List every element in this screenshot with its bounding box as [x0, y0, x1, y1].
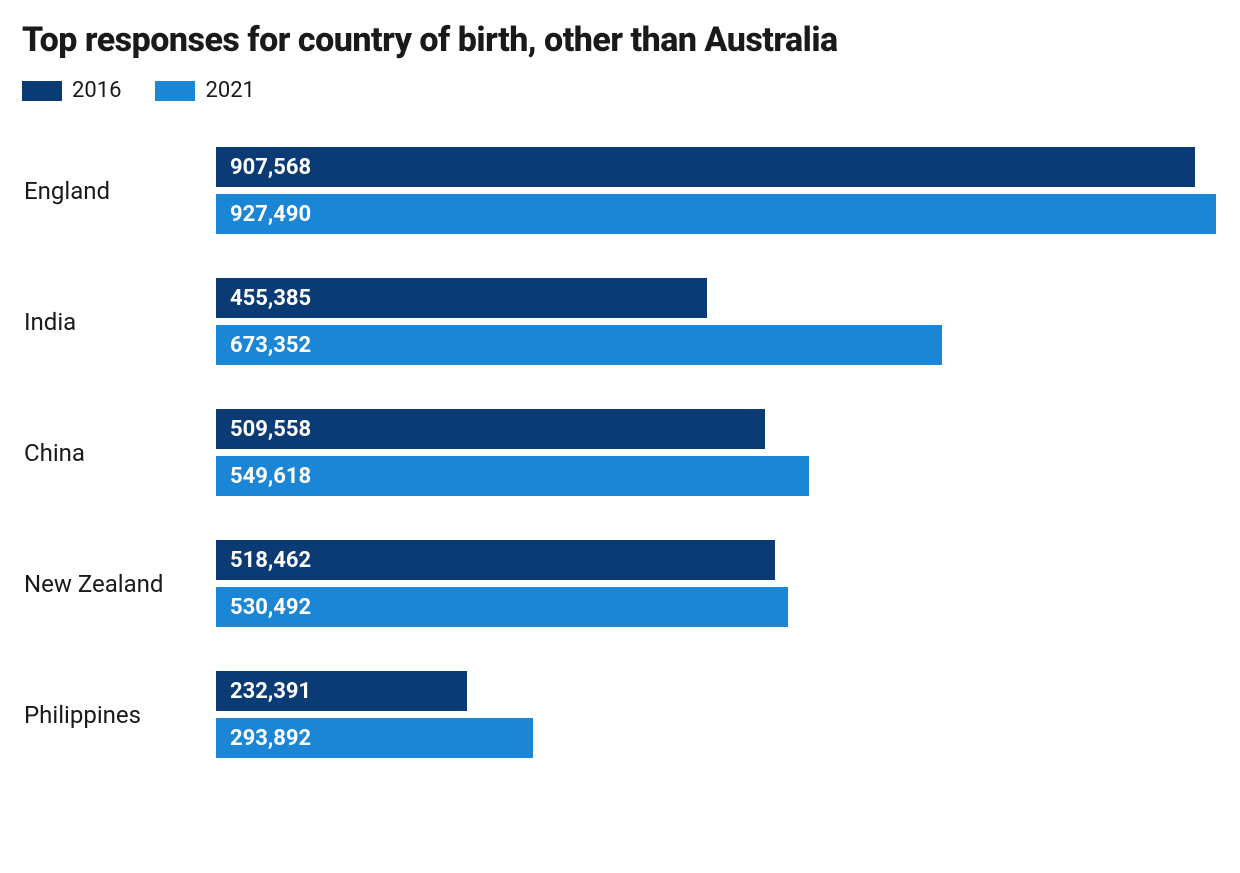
bar-2016: 455,385 — [216, 278, 707, 318]
category-label: China — [24, 439, 216, 467]
bar-2021: 927,490 — [216, 194, 1216, 234]
legend-swatch-2021 — [155, 81, 195, 101]
bar-value-label: 927,490 — [230, 202, 311, 227]
legend-label-2021: 2021 — [205, 78, 254, 103]
bar-group: 907,568 927,490 — [216, 147, 1218, 234]
bar-group: 455,385 673,352 — [216, 278, 1218, 365]
chart-row: China 509,558 549,618 — [24, 409, 1218, 496]
category-label: New Zealand — [24, 570, 216, 598]
legend-label-2016: 2016 — [72, 78, 121, 103]
bar-group: 509,558 549,618 — [216, 409, 1218, 496]
bar-value-label: 530,492 — [230, 595, 311, 620]
chart-row: New Zealand 518,462 530,492 — [24, 540, 1218, 627]
bar-value-label: 673,352 — [230, 333, 311, 358]
bar-2016: 232,391 — [216, 671, 467, 711]
bar-value-label: 907,568 — [230, 155, 311, 180]
legend-item-2016: 2016 — [22, 78, 121, 103]
bar-2016: 518,462 — [216, 540, 775, 580]
legend-item-2021: 2021 — [155, 78, 254, 103]
bar-value-label: 455,385 — [230, 286, 311, 311]
bar-value-label: 518,462 — [230, 548, 311, 573]
bar-chart: England 907,568 927,490 India 455,385 673,352… — [22, 147, 1218, 758]
bar-value-label: 293,892 — [230, 726, 311, 751]
chart-row: Philippines 232,391 293,892 — [24, 671, 1218, 758]
chart-legend: 2016 2021 — [22, 78, 1218, 103]
bar-2016: 509,558 — [216, 409, 765, 449]
chart-row: England 907,568 927,490 — [24, 147, 1218, 234]
chart-title: Top responses for country of birth, othe… — [22, 20, 1218, 60]
bar-value-label: 509,558 — [230, 417, 311, 442]
category-label: India — [24, 308, 216, 336]
bar-group: 518,462 530,492 — [216, 540, 1218, 627]
chart-row: India 455,385 673,352 — [24, 278, 1218, 365]
bar-value-label: 549,618 — [230, 464, 311, 489]
category-label: Philippines — [24, 701, 216, 729]
bar-2021: 530,492 — [216, 587, 788, 627]
bar-2021: 673,352 — [216, 325, 942, 365]
bar-2021: 549,618 — [216, 456, 809, 496]
legend-swatch-2016 — [22, 81, 62, 101]
bar-group: 232,391 293,892 — [216, 671, 1218, 758]
bar-value-label: 232,391 — [230, 679, 311, 704]
bar-2021: 293,892 — [216, 718, 533, 758]
category-label: England — [24, 177, 216, 205]
bar-2016: 907,568 — [216, 147, 1195, 187]
